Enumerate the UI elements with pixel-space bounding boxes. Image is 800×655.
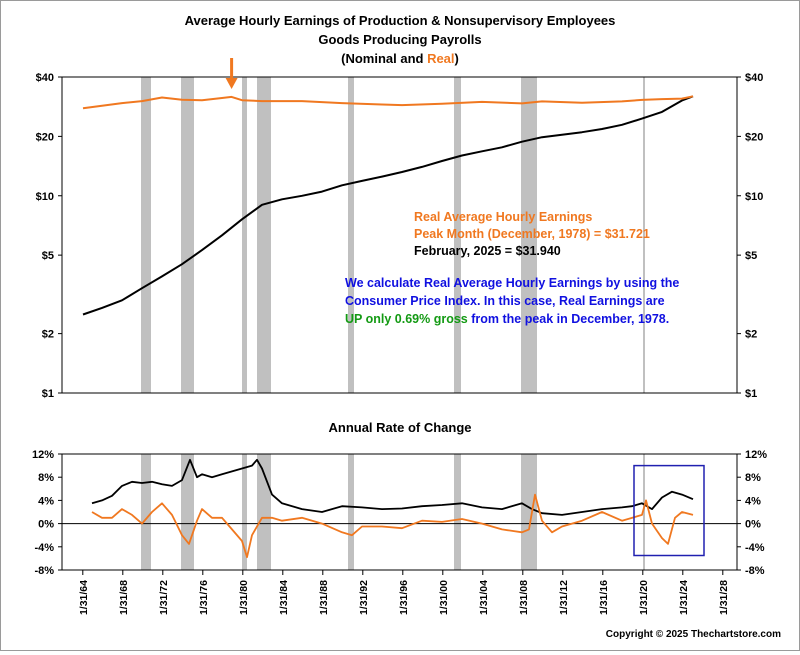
title-suffix: ) <box>455 51 459 66</box>
recession-band <box>141 77 151 393</box>
earnings-panel-border <box>61 76 738 394</box>
y-tick-label-right: $20 <box>745 131 763 143</box>
calc-note-line3: UP only 0.69% gross from the peak in Dec… <box>345 312 669 326</box>
recession-band <box>521 77 537 393</box>
series-nominal <box>82 95 694 316</box>
rate-series <box>91 458 694 559</box>
x-tick-label: 1/31/28 <box>718 580 730 615</box>
rate-series-nominal <box>91 458 694 516</box>
x-tick-label: 1/31/96 <box>398 580 410 615</box>
rate-y-tick-label-left: -8% <box>34 565 54 577</box>
y-tick-label-left: $10 <box>36 191 54 203</box>
x-tick-label: 1/31/04 <box>478 580 490 615</box>
rate-panel-border <box>61 453 738 571</box>
rate-y-tick-label-right: 8% <box>745 472 761 484</box>
chart-title-line2: Goods Producing Payrolls <box>318 32 481 47</box>
y-tick-label-right: $1 <box>745 388 757 400</box>
recession-band <box>454 454 461 570</box>
rate-y-tick-label-right: -8% <box>745 565 765 577</box>
rate-recession-bands <box>141 454 645 570</box>
series-real <box>82 95 694 110</box>
x-tick-label: 1/31/24 <box>678 580 690 615</box>
recession-band <box>348 454 354 570</box>
copyright: Copyright © 2025 Thechartstore.com <box>606 629 781 640</box>
x-tick-label: 1/31/20 <box>638 580 650 615</box>
recession-band <box>242 454 247 570</box>
x-tick-label: 1/31/16 <box>598 580 610 615</box>
rate-y-tick-label-left: 0% <box>38 519 54 531</box>
x-tick-label: 1/31/68 <box>118 580 130 615</box>
rate-y-tick-label-right: 12% <box>745 449 767 461</box>
x-tick-label: 1/31/72 <box>158 580 170 615</box>
highlight-box <box>633 464 705 557</box>
earnings-series <box>82 95 694 316</box>
peak-arrow-icon <box>225 58 238 89</box>
y-tick-label-right: $5 <box>745 250 757 262</box>
chart-title-line1: Average Hourly Earnings of Production & … <box>185 13 616 28</box>
recession-band <box>181 77 194 393</box>
calc-note-line1: We calculate Real Average Hourly Earning… <box>345 276 679 290</box>
x-tick-label: 1/31/64 <box>78 580 90 615</box>
rate-x-ticks: 1/31/64 1/31/68 1/31/72 1/31/76 1/31/80 1/31/… <box>78 570 730 615</box>
recession-band <box>141 454 151 570</box>
recession-band <box>521 454 537 570</box>
y-tick-label-left: $20 <box>36 131 54 143</box>
recession-band <box>348 77 354 393</box>
recession-band <box>454 77 461 393</box>
recession-band <box>242 77 247 393</box>
rate-y-ticks: -8% -8% -4% -4% 0% 0% 4% 4% 8% 8% 12% 12% <box>32 449 767 577</box>
recession-band <box>181 454 194 570</box>
x-tick-label: 1/31/08 <box>518 580 530 615</box>
rate-panel: -8% -8%-4% -4%0% 0%4% 4%8% 8%12% 12% 1/31/64 1/… <box>32 449 767 615</box>
y-tick-label-left: $40 <box>36 72 54 84</box>
rate-y-tick-label-left: -4% <box>34 542 54 554</box>
recession-band <box>643 454 645 570</box>
earnings-panel: $1 $1 $2 $2 $5 $5 $10 $10 $20 $20 $40 $40 <box>36 58 764 400</box>
rate-series-real <box>91 493 694 559</box>
rate-y-tick-label-left: 4% <box>38 495 54 507</box>
title-prefix: (Nominal and <box>341 51 427 66</box>
x-tick-label: 1/31/80 <box>238 580 250 615</box>
y-tick-label-right: $2 <box>745 329 757 341</box>
chart-title-line3: (Nominal and Real) <box>341 51 459 66</box>
y-tick-label-left: $5 <box>42 250 54 262</box>
title-real-word: Real <box>427 51 454 66</box>
real-earnings-label: Real Average Hourly Earnings <box>414 210 592 224</box>
rate-y-tick-label-left: 8% <box>38 472 54 484</box>
recession-band <box>643 77 645 393</box>
rate-y-tick-label-right: 0% <box>745 519 761 531</box>
peak-arrow-head <box>225 78 238 89</box>
earnings-y-ticks: $1 $1 $2 $2 $5 $5 $10 $10 $20 $20 $40 $40 <box>36 72 764 400</box>
y-tick-label-right: $10 <box>745 191 763 203</box>
x-tick-label: 1/31/76 <box>198 580 210 615</box>
x-tick-label: 1/31/00 <box>438 580 450 615</box>
rate-of-change-title: Annual Rate of Change <box>328 420 471 435</box>
calc-note-green: UP only 0.69% gross <box>345 312 468 326</box>
y-tick-label-left: $1 <box>42 388 54 400</box>
annotations: Real Average Hourly Earnings Peak Month … <box>345 210 679 326</box>
recession-bands <box>141 77 645 393</box>
peak-month-label: Peak Month (December, 1978) = $31.721 <box>414 227 650 241</box>
x-tick-label: 1/31/88 <box>318 580 330 615</box>
y-tick-label-left: $2 <box>42 329 54 341</box>
calc-note-line2: Consumer Price Index. In this case, Real… <box>345 294 665 308</box>
x-tick-label: 1/31/92 <box>358 580 370 615</box>
x-tick-label: 1/31/84 <box>278 580 290 615</box>
rate-y-tick-label-left: 12% <box>32 449 54 461</box>
y-tick-label-right: $40 <box>745 72 763 84</box>
rate-y-tick-label-right: 4% <box>745 495 761 507</box>
latest-value-label: February, 2025 = $31.940 <box>414 244 561 258</box>
rate-y-tick-label-right: -4% <box>745 542 765 554</box>
recession-band <box>257 77 271 393</box>
x-tick-label: 1/31/12 <box>558 580 570 615</box>
calc-note-blue: from the peak in December, 1978. <box>468 312 669 326</box>
